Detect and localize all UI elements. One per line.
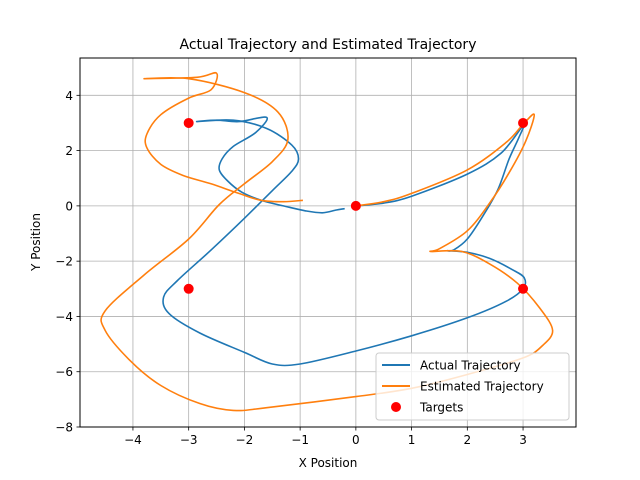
- target-point: [183, 117, 194, 128]
- y-tick-label: 0: [65, 199, 73, 213]
- target-point: [518, 117, 529, 128]
- legend-swatch-targets: [391, 402, 401, 412]
- y-tick-label: −2: [55, 255, 73, 269]
- legend: Actual Trajectory Estimated Trajectory T…: [375, 352, 570, 421]
- x-tick-label: −1: [291, 433, 309, 447]
- legend-box: [375, 352, 570, 421]
- y-tick-label: −6: [55, 365, 73, 379]
- legend-label-estimated: Estimated Trajectory: [420, 380, 544, 394]
- target-point: [518, 283, 529, 294]
- x-tick-label: 0: [352, 433, 360, 447]
- target-point: [350, 200, 361, 211]
- y-tick-label: 2: [65, 144, 73, 158]
- legend-label-targets: Targets: [419, 401, 463, 415]
- plot-frame: [79, 57, 577, 428]
- y-tick-label: −8: [55, 421, 73, 435]
- series-layer: [100, 71, 554, 412]
- y-tick-label: −4: [55, 310, 73, 324]
- x-tick-label: 1: [408, 433, 416, 447]
- y-tick-label: 4: [65, 89, 73, 103]
- estimated-trajectory-line: [100, 71, 554, 412]
- target-point: [183, 283, 194, 294]
- actual-trajectory-line: [162, 116, 527, 367]
- legend-label-actual: Actual Trajectory: [420, 359, 521, 373]
- x-tick-label: −3: [180, 433, 198, 447]
- x-tick-label: 2: [464, 433, 472, 447]
- targets-layer: [183, 117, 529, 294]
- x-tick-label: −4: [124, 433, 142, 447]
- x-tick-label: −2: [236, 433, 254, 447]
- y-axis-title: Y Position: [29, 213, 43, 272]
- ticks: −4 −3 −2 −1 0 1 2 3 −8 −6 −4 −2 0 2 4: [55, 89, 527, 447]
- x-tick-label: 3: [519, 433, 527, 447]
- chart-title: Actual Trajectory and Estimated Trajecto…: [180, 37, 477, 53]
- x-axis-title: X Position: [299, 456, 358, 470]
